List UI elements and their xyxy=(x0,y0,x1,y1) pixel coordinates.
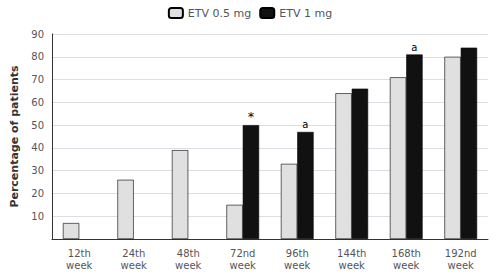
svg-text:week: week xyxy=(393,260,419,271)
svg-text:*: * xyxy=(248,109,255,124)
svg-text:week: week xyxy=(339,260,365,271)
svg-text:30: 30 xyxy=(31,165,44,176)
svg-text:20: 20 xyxy=(31,188,44,199)
svg-text:24th: 24th xyxy=(122,248,145,259)
svg-text:week: week xyxy=(284,260,310,271)
svg-text:a: a xyxy=(302,119,308,130)
svg-text:60: 60 xyxy=(31,97,44,108)
svg-text:ETV 0.5 mg: ETV 0.5 mg xyxy=(188,7,251,20)
svg-text:week: week xyxy=(448,260,474,271)
svg-text:80: 80 xyxy=(31,51,44,62)
svg-text:168th: 168th xyxy=(392,248,421,259)
svg-text:ETV 1 mg: ETV 1 mg xyxy=(279,7,332,20)
svg-text:90: 90 xyxy=(31,29,44,40)
svg-text:week: week xyxy=(175,260,201,271)
svg-text:week: week xyxy=(121,260,147,271)
svg-text:10: 10 xyxy=(31,211,44,222)
svg-text:96th: 96th xyxy=(286,248,309,259)
svg-text:Percentage of patients: Percentage of patients xyxy=(8,65,21,208)
svg-text:192nd: 192nd xyxy=(445,248,477,259)
svg-text:week: week xyxy=(230,260,256,271)
svg-text:a: a xyxy=(411,42,417,53)
svg-text:48th: 48th xyxy=(177,248,200,259)
svg-text:12th: 12th xyxy=(68,248,91,259)
svg-text:40: 40 xyxy=(31,142,44,153)
svg-text:50: 50 xyxy=(31,120,44,131)
svg-text:week: week xyxy=(66,260,92,271)
svg-text:72nd: 72nd xyxy=(230,248,255,259)
svg-text:144th: 144th xyxy=(337,248,366,259)
svg-text:70: 70 xyxy=(31,74,44,85)
